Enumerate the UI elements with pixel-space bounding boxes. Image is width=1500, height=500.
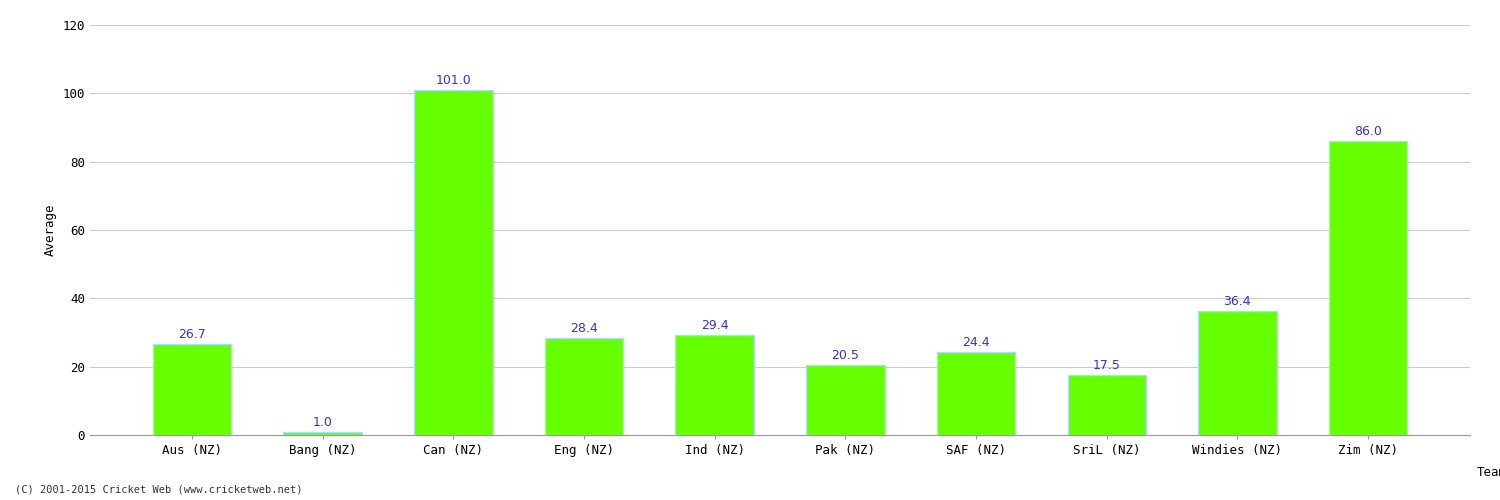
Bar <box>938 352 1016 435</box>
Text: 26.7: 26.7 <box>178 328 206 341</box>
Text: 20.5: 20.5 <box>831 349 860 362</box>
Bar <box>806 365 885 435</box>
Bar <box>153 344 231 435</box>
Text: 17.5: 17.5 <box>1094 360 1120 372</box>
Bar <box>1198 310 1276 435</box>
Text: 101.0: 101.0 <box>435 74 471 87</box>
Text: Team: Team <box>1478 466 1500 478</box>
Text: (C) 2001-2015 Cricket Web (www.cricketweb.net): (C) 2001-2015 Cricket Web (www.cricketwe… <box>15 485 303 495</box>
Text: 24.4: 24.4 <box>962 336 990 349</box>
Bar <box>1329 141 1407 435</box>
Bar <box>1068 375 1146 435</box>
Text: 29.4: 29.4 <box>700 319 729 332</box>
Bar <box>675 334 754 435</box>
Y-axis label: Average: Average <box>44 204 57 256</box>
Text: 28.4: 28.4 <box>570 322 598 335</box>
Text: 36.4: 36.4 <box>1224 295 1251 308</box>
Bar <box>414 90 492 435</box>
Bar <box>284 432 362 435</box>
Text: 1.0: 1.0 <box>312 416 333 429</box>
Text: 86.0: 86.0 <box>1354 126 1382 138</box>
Bar <box>544 338 622 435</box>
